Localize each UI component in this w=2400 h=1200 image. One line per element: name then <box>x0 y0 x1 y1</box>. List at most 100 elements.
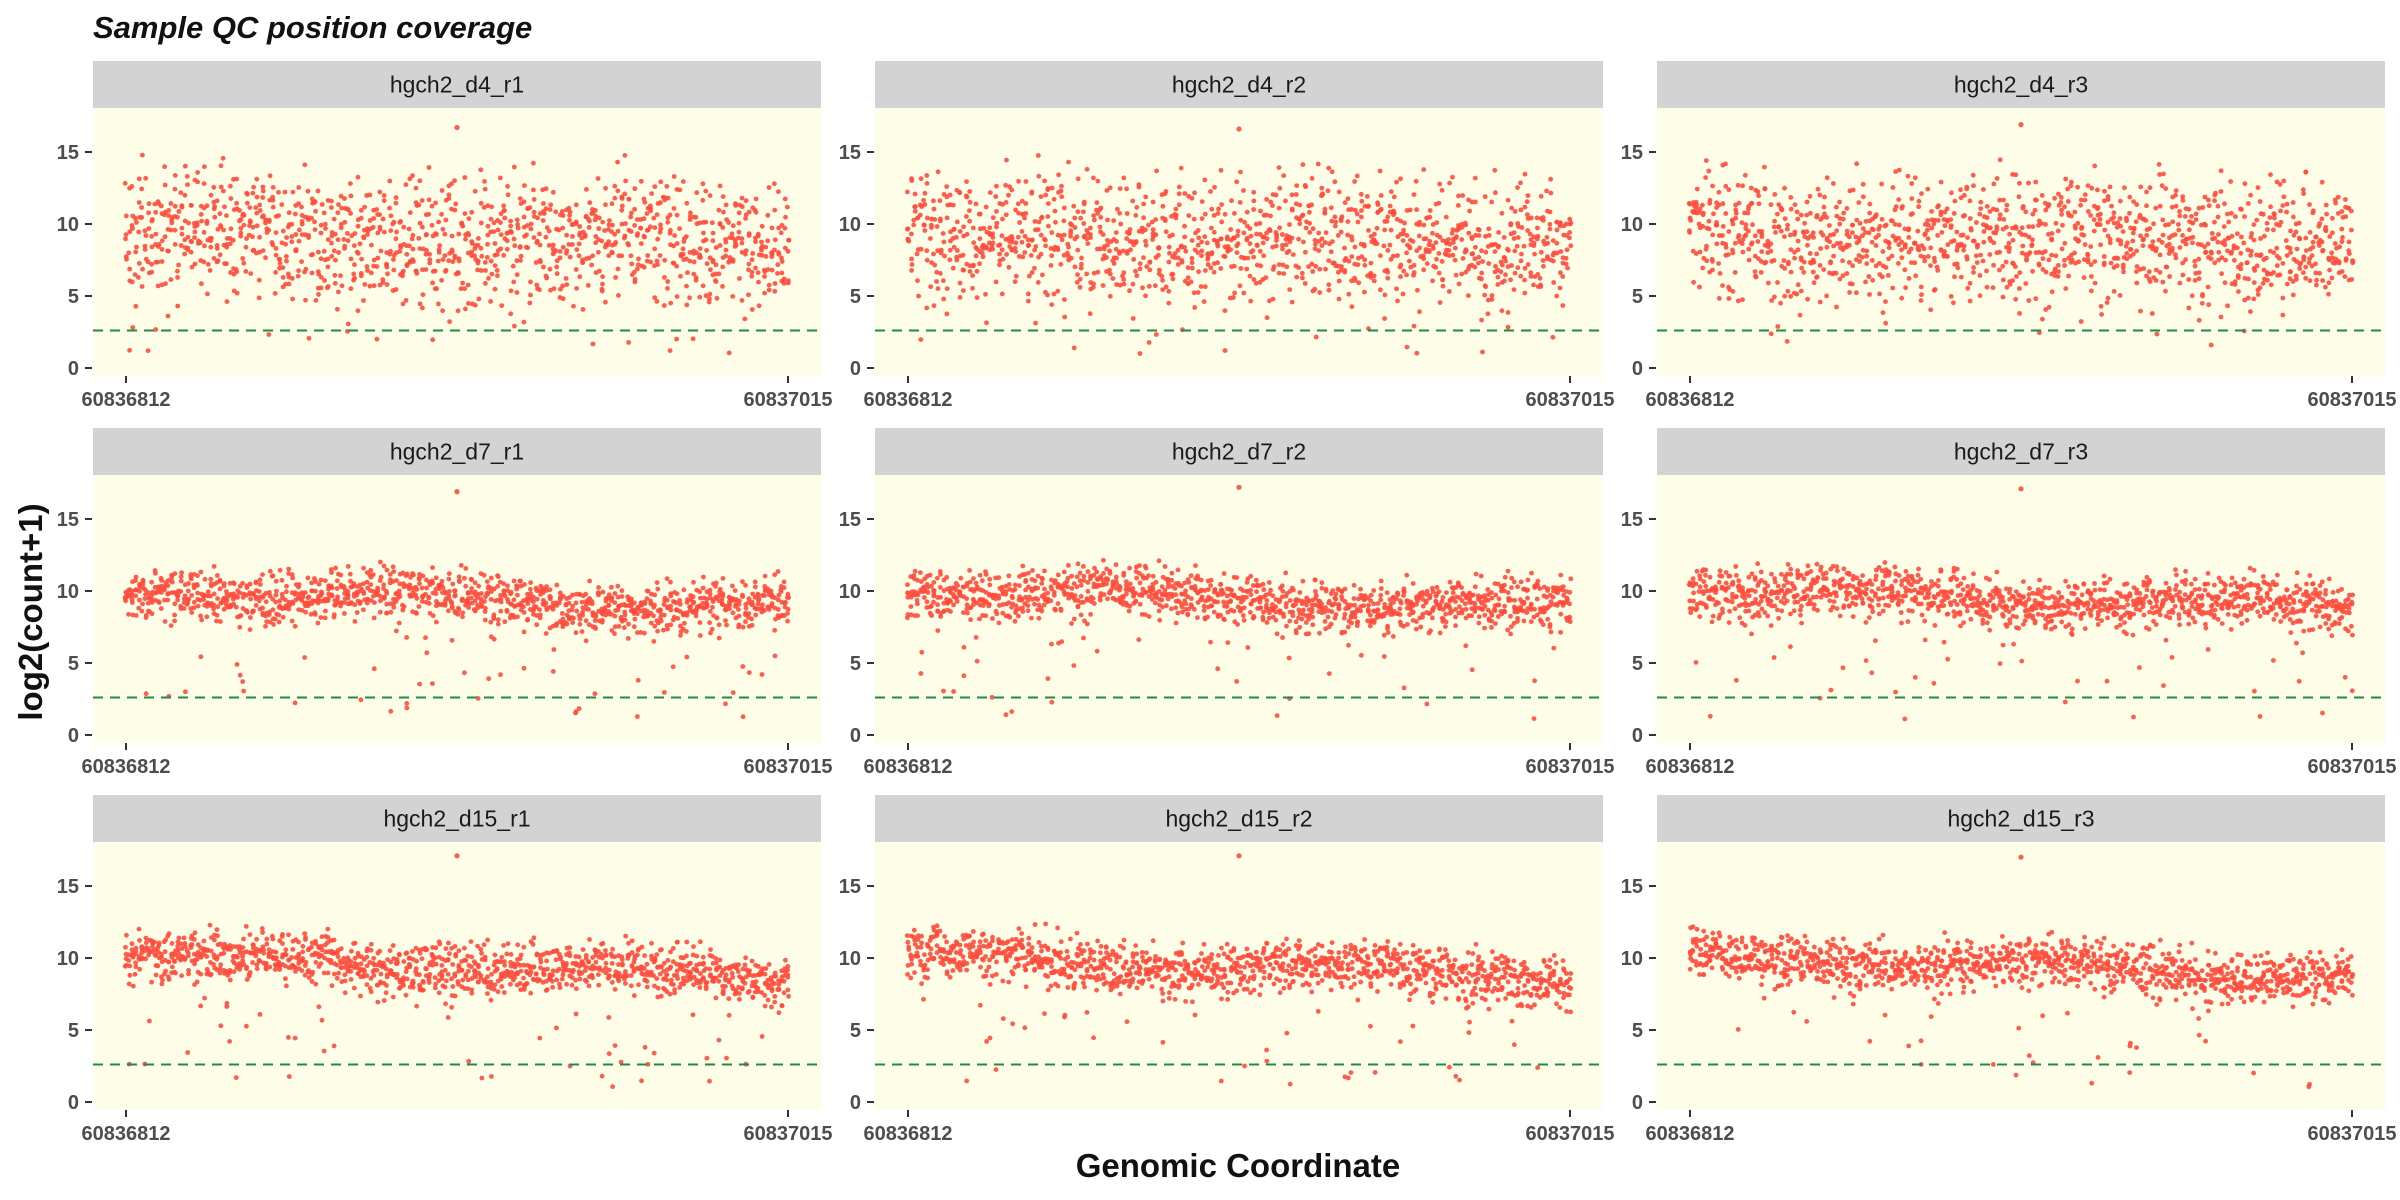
data-point <box>1768 202 1774 208</box>
data-point <box>697 620 703 625</box>
data-point <box>371 216 377 221</box>
data-point <box>488 258 494 264</box>
data-point <box>1371 273 1377 279</box>
data-point <box>1411 192 1417 198</box>
data-point <box>1714 222 1720 228</box>
data-point <box>237 624 243 630</box>
data-point <box>302 590 308 595</box>
data-point <box>1518 180 1523 186</box>
data-point <box>2348 208 2354 214</box>
data-point <box>713 580 719 586</box>
data-point <box>543 234 549 240</box>
data-point <box>142 228 148 234</box>
data-point <box>1759 231 1765 237</box>
data-point <box>2127 210 2132 216</box>
data-point <box>253 205 259 211</box>
data-point <box>357 601 363 606</box>
data-point <box>1394 286 1399 292</box>
data-point <box>1945 254 1950 259</box>
data-point <box>342 246 347 251</box>
data-point-max <box>454 124 460 131</box>
data-point <box>1821 204 1827 210</box>
x-tick-label: 60837015 <box>744 756 833 778</box>
data-point <box>1313 263 1319 269</box>
data-point <box>691 259 697 265</box>
data-point <box>678 633 683 638</box>
data-point <box>482 260 488 265</box>
data-point <box>593 208 598 213</box>
data-point <box>912 191 918 197</box>
data-point <box>1798 212 1804 218</box>
data-point <box>2215 214 2221 220</box>
data-point <box>140 152 145 158</box>
data-point <box>204 221 210 226</box>
data-point <box>2329 275 2335 281</box>
data-point <box>2239 234 2244 240</box>
data-point <box>498 246 504 252</box>
data-point <box>374 590 380 595</box>
data-point <box>720 225 726 230</box>
data-point <box>491 636 497 642</box>
data-point <box>508 218 513 224</box>
data-point <box>697 589 703 595</box>
data-point <box>247 581 253 587</box>
data-point <box>312 219 317 225</box>
data-point <box>388 248 393 254</box>
data-point <box>217 211 223 217</box>
data-point <box>746 209 752 215</box>
data-point <box>211 591 217 597</box>
data-point <box>432 268 438 274</box>
data-point <box>708 267 713 273</box>
data-point <box>168 277 174 282</box>
data-point <box>2339 239 2345 245</box>
data-point <box>732 244 738 249</box>
data-point <box>694 190 700 196</box>
data-point <box>2111 289 2117 294</box>
data-point <box>1253 280 1259 286</box>
data-point <box>690 594 696 600</box>
data-point <box>2251 237 2257 243</box>
data-point <box>234 662 240 667</box>
data-point <box>1270 267 1276 272</box>
data-point <box>1443 214 1449 220</box>
data-point <box>1391 194 1397 200</box>
data-point <box>388 228 394 234</box>
data-point <box>1838 240 1843 246</box>
data-point <box>2255 292 2261 297</box>
data-point <box>276 612 282 618</box>
data-point <box>649 191 654 197</box>
data-point <box>1202 234 1208 240</box>
data-point <box>2170 219 2176 225</box>
data-point <box>2205 241 2211 247</box>
data-point <box>136 200 142 205</box>
data-point <box>1873 212 1879 218</box>
data-point <box>280 265 286 270</box>
data-point <box>2078 202 2084 208</box>
data-point <box>384 282 390 287</box>
data-point <box>2280 203 2286 209</box>
data-point <box>964 214 969 219</box>
data-point <box>1075 247 1081 253</box>
data-point <box>1479 317 1484 323</box>
data-point <box>1746 228 1751 234</box>
data-point <box>127 229 133 235</box>
data-point <box>583 638 589 644</box>
data-point <box>1352 275 1357 281</box>
data-point <box>551 286 557 292</box>
data-point <box>1912 175 1918 181</box>
data-point <box>1029 270 1035 275</box>
data-point <box>1776 224 1782 230</box>
data-point <box>351 243 357 249</box>
data-point <box>1748 185 1754 191</box>
data-point <box>534 622 540 628</box>
data-point <box>909 262 915 267</box>
data-point <box>182 163 188 169</box>
data-point <box>416 604 422 609</box>
data-point <box>534 282 540 288</box>
data-point <box>2245 295 2251 301</box>
data-point <box>2248 309 2253 314</box>
data-point <box>488 619 494 625</box>
data-point <box>1081 199 1087 205</box>
data-point <box>372 600 377 605</box>
data-point <box>1113 246 1119 252</box>
